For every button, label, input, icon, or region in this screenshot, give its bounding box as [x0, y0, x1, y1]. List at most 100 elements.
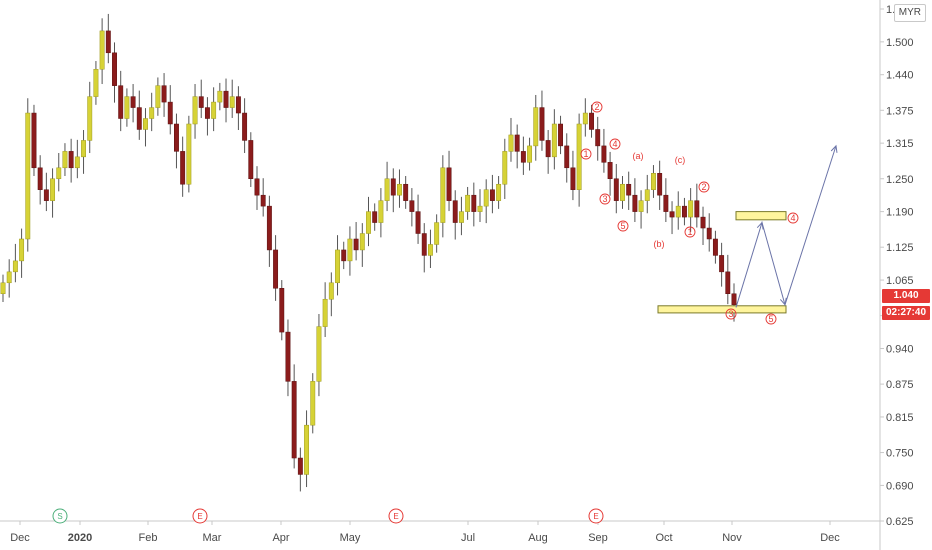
event-marker-label: E [197, 512, 202, 521]
y-tick-label: 0.625 [886, 516, 914, 528]
candle-body [25, 112, 31, 240]
event-marker[interactable] [52, 508, 68, 524]
candle-body [254, 178, 260, 196]
x-tick-label: Dec [10, 532, 30, 544]
event-marker[interactable] [388, 508, 404, 524]
wave-label: (a) [633, 151, 644, 161]
x-tick-label: Feb [139, 532, 158, 544]
event-marker[interactable] [588, 508, 604, 524]
wave-label: 5 [620, 221, 625, 231]
candle-body [607, 162, 613, 180]
y-axis[interactable]: 1.5601.5001.4401.3751.3151.2501.1901.125… [880, 4, 914, 528]
x-tick-label: Jul [461, 532, 475, 544]
candle-body [446, 167, 452, 201]
candle-body [167, 101, 173, 125]
y-tick-label: 0.815 [886, 412, 914, 424]
event-marker-label: E [593, 512, 598, 521]
candle-body [112, 52, 117, 86]
candle-body [409, 200, 415, 212]
y-tick-label: 1.375 [886, 105, 914, 117]
candle-body [520, 151, 526, 163]
candle-body [161, 85, 167, 103]
candle-body [217, 90, 223, 103]
wave-label: 1 [687, 227, 692, 237]
candle-body [136, 107, 142, 130]
candle-body [180, 151, 186, 185]
candle-body [366, 211, 371, 234]
candle-body [601, 145, 607, 163]
candle-body [589, 112, 594, 130]
candle-body [508, 134, 514, 152]
currency-label[interactable]: MYR [893, 4, 926, 22]
candle-body [681, 205, 687, 218]
x-tick-label: Nov [722, 532, 742, 544]
candle-body [204, 107, 210, 119]
wave-label-ring [765, 313, 777, 325]
candle-body [341, 249, 347, 262]
candle-body [706, 227, 712, 240]
candle-body [285, 331, 291, 382]
candle-body [198, 96, 204, 108]
candle-body [12, 260, 18, 273]
candle-body [273, 249, 279, 289]
candle-body [235, 96, 241, 114]
target-zone [657, 305, 787, 314]
wave-label: 3 [602, 194, 607, 204]
y-tick-label: 1.500 [886, 37, 914, 49]
candle-body [130, 96, 136, 108]
candle-body [50, 178, 56, 201]
x-axis[interactable]: Dec 2020 Feb Mar Apr May Jul Aug Sep Oct Nov Dec [10, 521, 840, 544]
candle-body [533, 107, 539, 147]
candle-body [118, 85, 124, 119]
candle-body [242, 112, 248, 141]
candle-body [712, 238, 718, 256]
wave-label-ring [698, 181, 710, 193]
x-tick-label: Aug [528, 532, 548, 544]
y-tick-label: 1.125 [886, 242, 914, 254]
wave-label: (c) [675, 155, 686, 165]
x-tick-label: Apr [272, 532, 289, 544]
candle-body [93, 68, 99, 97]
candle-body [471, 194, 477, 212]
projection-arrowhead [756, 221, 764, 230]
wave-label-ring [599, 193, 611, 205]
current-price-tag: 1.040 [882, 289, 930, 303]
candle-body [322, 298, 328, 327]
candle-body [81, 140, 86, 158]
candle-body [632, 194, 638, 212]
candle-body [644, 189, 650, 201]
wave-label-ring [787, 212, 799, 224]
candle-body [155, 85, 161, 108]
candle-body [19, 238, 25, 262]
event-marker[interactable] [192, 508, 208, 524]
x-tick-label: Mar [203, 532, 222, 544]
candle-body [415, 211, 421, 234]
candle-body [489, 189, 495, 201]
candle-body [651, 173, 656, 190]
candle-body [6, 271, 12, 284]
candle-body [186, 123, 192, 185]
candle-body [31, 112, 37, 169]
wave-label-ring [591, 101, 603, 113]
x-tick-label: Dec [820, 532, 840, 544]
y-tick-label: 1.250 [886, 174, 914, 186]
x-tick-label: Sep [588, 532, 608, 544]
x-tick-label: 2020 [68, 532, 92, 544]
event-marker-label: E [393, 512, 398, 521]
target-zone [735, 211, 787, 221]
y-tick-label: 1.315 [886, 138, 914, 150]
wave-label: 5 [768, 314, 773, 324]
y-tick-label: 1.440 [886, 70, 914, 82]
wave-label-ring [609, 138, 621, 150]
candle-body [452, 200, 458, 223]
candle-body [310, 381, 316, 426]
candle-body [105, 30, 111, 54]
wave-label-ring [684, 226, 696, 238]
candle-body [483, 189, 489, 207]
candle-body [279, 288, 285, 333]
candle-body [403, 183, 409, 201]
candle-body [229, 96, 235, 108]
candle-body [427, 244, 433, 256]
candle-body [397, 183, 402, 196]
